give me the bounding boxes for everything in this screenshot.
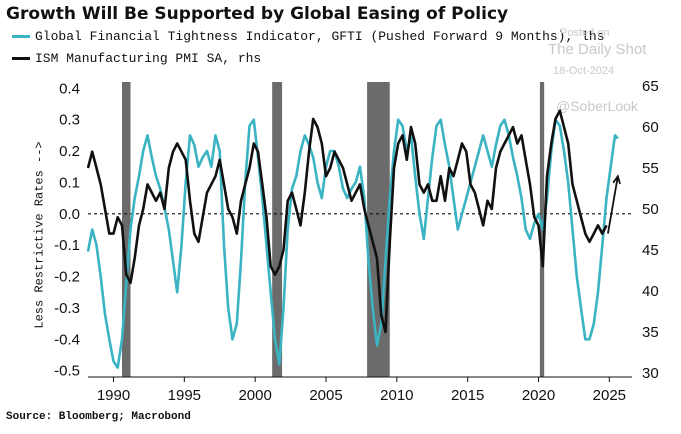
left-axis-ticks: 0.4 0.3 0.2 0.1 0.0 -0.1 -0.2 -0.3 -0.4 -0.5 xyxy=(54,80,80,379)
left-tick-label: -0.4 xyxy=(54,331,80,348)
x-tick-label: 2010 xyxy=(380,387,413,404)
x-tick-label: 1990 xyxy=(97,387,130,404)
legend-item-gfti: Global Financial Tightness Indicator, GF… xyxy=(12,29,605,44)
series-line-gfti xyxy=(86,118,619,369)
watermark-handle: @SoberLook xyxy=(556,98,638,114)
left-tick-label: 0.1 xyxy=(59,174,80,191)
right-axis-ticks: 65 60 55 50 45 40 35 30 xyxy=(642,78,659,382)
legend-label-ism: ISM Manufacturing PMI SA, rhs xyxy=(35,51,262,66)
right-tick-label: 35 xyxy=(642,324,659,341)
left-tick-label: 0.4 xyxy=(59,80,80,97)
left-tick-label: -0.3 xyxy=(54,300,80,317)
recession-band xyxy=(272,82,283,377)
chart-title: Growth Will Be Supported by Global Easin… xyxy=(6,4,509,24)
x-tick-label: 1995 xyxy=(168,387,201,404)
right-tick-label: 30 xyxy=(642,365,659,382)
left-tick-label: -0.1 xyxy=(54,237,80,254)
left-tick-label: 0.3 xyxy=(59,112,80,129)
left-tick-label: 0.2 xyxy=(59,143,80,160)
left-tick-label: -0.5 xyxy=(54,363,80,380)
arrow-head xyxy=(612,174,621,185)
source-note: Source: Bloomberg; Macrobond xyxy=(6,411,191,423)
series-line-ism xyxy=(86,109,608,334)
recession-bands xyxy=(122,82,545,377)
right-tick-label: 45 xyxy=(642,242,659,259)
legend-swatch-gfti xyxy=(12,35,30,39)
x-tick-label: 2005 xyxy=(309,387,342,404)
legend-item-ism: ISM Manufacturing PMI SA, rhs xyxy=(12,51,261,66)
x-axis-ticks: 1990 1995 2000 2005 2010 2015 2020 2025 xyxy=(97,377,626,404)
projection-arrow xyxy=(607,174,621,234)
watermark-posted-on: Posted on xyxy=(560,27,610,39)
watermark-date: 18-Oct-2024 xyxy=(553,65,615,77)
watermark-site: The Daily Shot xyxy=(548,41,647,58)
left-tick-label: 0.0 xyxy=(59,206,80,223)
right-tick-label: 55 xyxy=(642,160,659,177)
arrow-shaft xyxy=(607,176,619,234)
x-tick-label: 2015 xyxy=(451,387,484,404)
recession-band xyxy=(122,82,131,377)
x-tick-label: 2025 xyxy=(593,387,626,404)
legend-swatch-ism xyxy=(12,57,30,61)
right-tick-label: 60 xyxy=(642,119,659,136)
x-tick-label: 2020 xyxy=(522,387,555,404)
legend-label-gfti: Global Financial Tightness Indicator, GF… xyxy=(35,29,605,44)
right-tick-label: 65 xyxy=(642,78,659,95)
right-tick-label: 40 xyxy=(642,283,659,300)
right-tick-label: 50 xyxy=(642,201,659,218)
series-lines xyxy=(86,109,619,369)
left-tick-label: -0.2 xyxy=(54,269,80,286)
x-tick-label: 2000 xyxy=(238,387,271,404)
